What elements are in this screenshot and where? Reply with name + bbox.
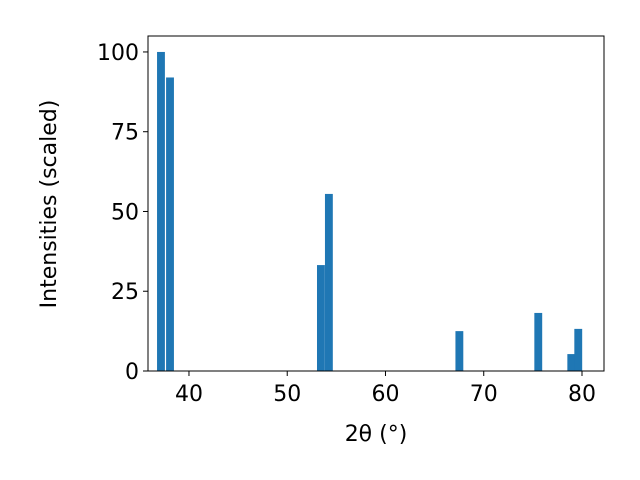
y-tick-label: 0 — [125, 360, 139, 385]
x-tick-label: 50 — [273, 382, 301, 407]
bar — [455, 331, 464, 371]
bar — [574, 328, 583, 371]
bar — [166, 77, 174, 371]
plot-frame — [147, 35, 605, 372]
x-tick-label: 70 — [470, 382, 498, 407]
bar — [534, 312, 543, 371]
bar — [157, 51, 165, 371]
y-tick-label: 50 — [111, 200, 139, 225]
x-tick-label: 80 — [568, 382, 596, 407]
y-tick-label: 25 — [111, 280, 139, 305]
y-tick-label: 75 — [111, 121, 139, 146]
bar — [324, 193, 333, 371]
bar — [567, 354, 576, 371]
y-tick-label: 100 — [97, 41, 139, 66]
bar — [316, 265, 325, 371]
x-axis-label: 2θ (°) — [345, 422, 408, 447]
x-tick-label: 40 — [175, 382, 203, 407]
y-axis-label: Intensities (scaled) — [37, 100, 62, 309]
x-tick-label: 60 — [371, 382, 399, 407]
